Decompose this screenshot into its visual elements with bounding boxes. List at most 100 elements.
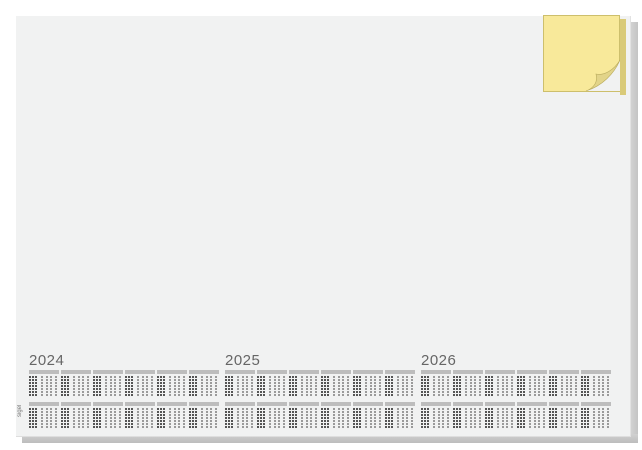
day-cell — [549, 379, 551, 381]
day-cell — [169, 408, 171, 410]
day-cell — [231, 426, 234, 428]
day-cell — [497, 414, 499, 416]
day-cell — [157, 379, 159, 381]
day-cell — [369, 426, 372, 428]
day-cell — [228, 426, 231, 428]
day-cell — [342, 423, 344, 425]
day-cell — [269, 388, 271, 390]
day-cell — [327, 376, 330, 378]
day-cell — [189, 376, 191, 378]
day-cell — [581, 394, 583, 396]
day-cell — [137, 382, 139, 384]
day-cell — [488, 417, 491, 419]
day-cell — [333, 388, 335, 390]
day-cell — [45, 376, 48, 378]
day-cell — [118, 411, 121, 413]
day-cell — [510, 417, 513, 419]
day-cell — [459, 376, 462, 378]
day-cell — [474, 420, 476, 422]
day-cell — [237, 420, 239, 422]
day-cell — [565, 376, 568, 378]
day-cell — [173, 382, 176, 384]
day-cell — [602, 423, 604, 425]
day-cell — [146, 417, 148, 419]
day-cell — [465, 388, 467, 390]
day-cell — [45, 394, 48, 396]
day-cell — [225, 411, 227, 413]
day-cell — [606, 408, 609, 410]
day-cell — [29, 417, 31, 419]
day-cell — [369, 379, 372, 381]
day-cell — [374, 420, 376, 422]
day-cell — [61, 417, 63, 419]
day-cell — [365, 391, 367, 393]
day-cell — [597, 394, 600, 396]
day-cell — [114, 414, 116, 416]
day-cell — [501, 423, 504, 425]
day-cell — [246, 394, 248, 396]
day-cell — [292, 417, 295, 419]
day-cell — [453, 408, 455, 410]
day-cell — [488, 426, 491, 428]
day-cell — [506, 385, 508, 387]
day-cell — [469, 417, 472, 419]
day-cell — [353, 379, 355, 381]
day-cell — [305, 385, 308, 387]
day-cell — [581, 426, 583, 428]
day-cell — [397, 385, 399, 387]
day-cell — [497, 411, 499, 413]
day-cell — [189, 423, 191, 425]
day-cell — [310, 379, 312, 381]
day-cell — [169, 423, 171, 425]
day-cell — [374, 391, 376, 393]
day-cell — [506, 388, 508, 390]
day-cell — [342, 382, 344, 384]
month-block — [257, 402, 287, 429]
day-cell — [587, 411, 590, 413]
day-cell — [45, 391, 48, 393]
day-cell — [555, 388, 558, 390]
day-cell — [501, 385, 504, 387]
year-label-2024: 2024 — [29, 352, 65, 369]
day-cell — [552, 382, 555, 384]
day-cell — [73, 376, 75, 378]
day-cell — [421, 420, 423, 422]
day-cell — [333, 385, 335, 387]
day-cell — [205, 394, 208, 396]
day-cell — [374, 379, 376, 381]
day-cell — [365, 411, 367, 413]
day-cell — [73, 394, 75, 396]
day-cell — [29, 411, 31, 413]
day-cell — [169, 379, 171, 381]
day-cell — [510, 420, 513, 422]
day-cell — [488, 414, 491, 416]
day-cell — [257, 408, 259, 410]
day-cell — [321, 423, 323, 425]
day-cell — [105, 385, 107, 387]
day-cell — [391, 423, 394, 425]
day-cell — [278, 382, 280, 384]
day-cell — [410, 379, 413, 381]
day-cell — [549, 426, 551, 428]
day-cell — [237, 408, 239, 410]
day-cell — [321, 426, 323, 428]
day-cell — [570, 376, 572, 378]
day-cell — [295, 376, 298, 378]
day-cell — [260, 408, 263, 410]
day-cell — [195, 391, 198, 393]
day-cell — [523, 385, 526, 387]
day-cell — [195, 394, 198, 396]
day-cell — [561, 376, 563, 378]
day-cell — [137, 423, 139, 425]
day-cell — [359, 426, 362, 428]
day-cell — [250, 388, 253, 390]
day-cell — [324, 379, 327, 381]
day-cell — [96, 408, 99, 410]
month-block — [29, 370, 59, 397]
day-cell — [561, 391, 563, 393]
month-block — [125, 370, 155, 397]
day-cell — [356, 382, 359, 384]
day-cell — [214, 411, 217, 413]
day-cell — [488, 382, 491, 384]
day-cell — [337, 394, 340, 396]
